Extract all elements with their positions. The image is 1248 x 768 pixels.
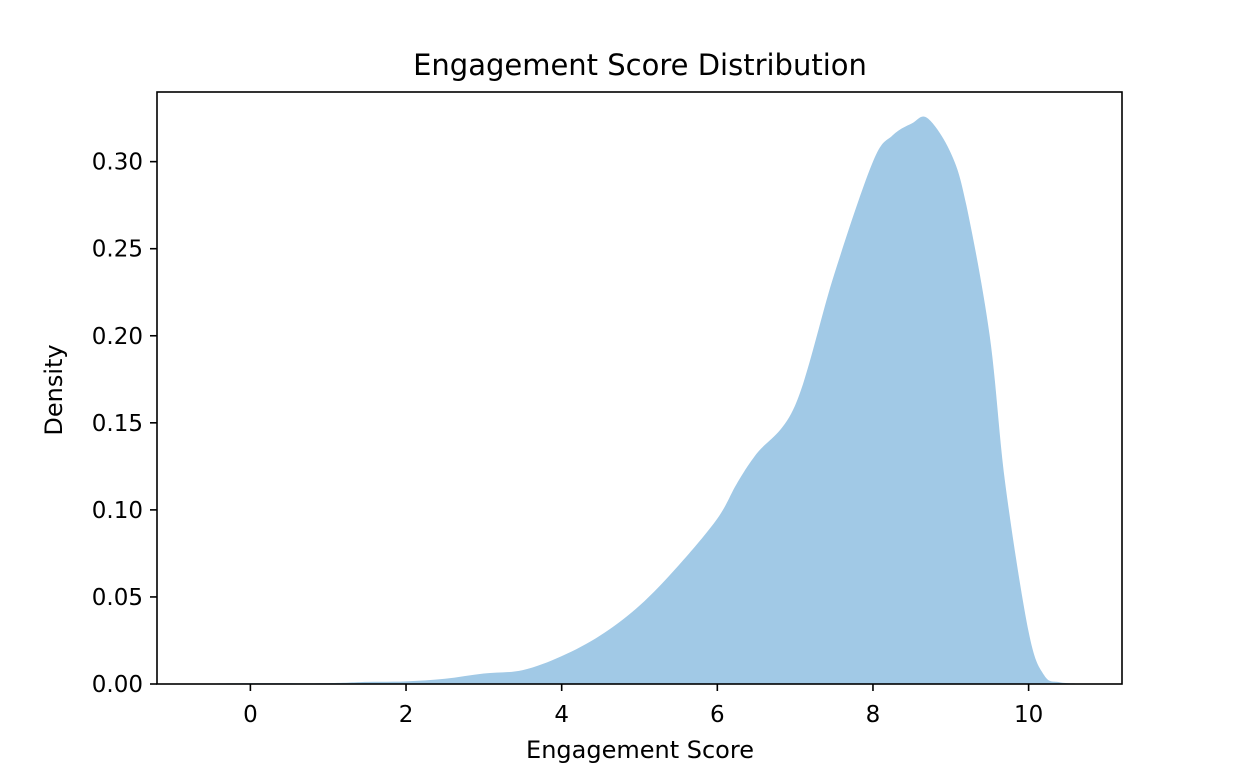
x-tick-label: 6: [710, 702, 725, 728]
x-tick-label: 8: [866, 702, 881, 728]
y-axis-label: Density: [40, 344, 68, 435]
y-tick-label: 0.30: [92, 150, 143, 176]
density-area: [203, 116, 1084, 684]
x-axis: 0 2 4 6 8 10: [243, 684, 1043, 728]
y-tick-label: 0.20: [92, 324, 143, 350]
plot-frame: [156, 91, 1123, 685]
y-tick-label: 0.00: [92, 672, 143, 698]
x-axis-label: Engagement Score: [526, 736, 754, 764]
y-tick-label: 0.10: [92, 498, 143, 524]
x-tick-label: 10: [1014, 702, 1043, 728]
x-tick-label: 2: [399, 702, 414, 728]
y-tick-label: 0.25: [92, 237, 143, 263]
x-tick-label: 0: [243, 702, 258, 728]
plot-area: [203, 116, 1084, 684]
chart-title: Engagement Score Distribution: [413, 48, 867, 82]
y-tick-label: 0.05: [92, 585, 143, 611]
x-tick-label: 4: [554, 702, 569, 728]
y-tick-label: 0.15: [92, 411, 143, 437]
y-axis: 0.00 0.05 0.10 0.15 0.20 0.25 0.30: [92, 150, 157, 698]
